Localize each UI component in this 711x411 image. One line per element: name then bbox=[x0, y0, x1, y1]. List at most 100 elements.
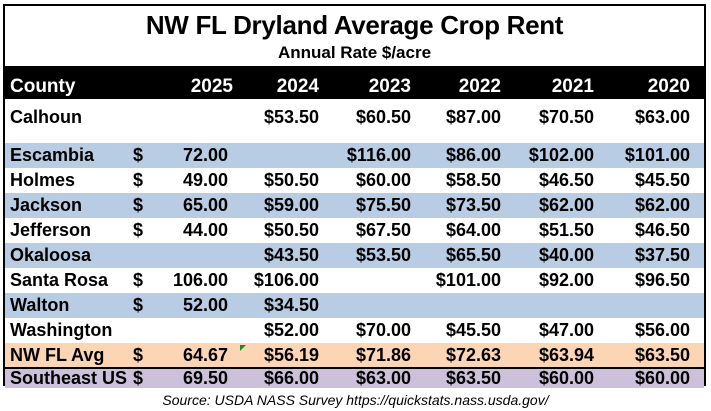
table-title: NW FL Dryland Average Crop Rent bbox=[145, 10, 564, 40]
cell-2021: $40.00 bbox=[538, 245, 594, 265]
cell-2025: $106.00 bbox=[133, 270, 228, 290]
cell-2023 bbox=[311, 293, 411, 318]
header-2020: 2020 bbox=[647, 75, 690, 97]
cell-2023: $116.00 bbox=[346, 145, 411, 165]
cell-2022: $73.50 bbox=[445, 195, 501, 215]
cell-2022: $45.50 bbox=[445, 320, 501, 340]
cell-2020: $45.50 bbox=[634, 170, 690, 190]
header-2024: 2024 bbox=[276, 75, 319, 97]
cell-2023 bbox=[311, 268, 411, 293]
county-name: Washington bbox=[10, 320, 113, 340]
table-row: Jackson $65.00 $59.00 $75.50 $73.50 $62.… bbox=[5, 193, 704, 218]
header-2023: 2023 bbox=[368, 75, 411, 97]
table-row: Washington $52.00 $70.00 $45.50 $47.00 $… bbox=[5, 318, 704, 343]
cell-2020: $46.50 bbox=[634, 220, 690, 240]
cell-2025: $69.50 bbox=[133, 368, 228, 388]
cell-2025 bbox=[133, 99, 228, 135]
cell-2022: $101.00 bbox=[435, 270, 501, 290]
cell-2024: $66.00 bbox=[263, 368, 319, 388]
cell-2021: $60.00 bbox=[538, 368, 594, 388]
cell-2021: $62.00 bbox=[538, 195, 594, 215]
cell-2020: $96.50 bbox=[634, 270, 690, 290]
cell-2021 bbox=[494, 293, 594, 318]
county-name: Southeast US bbox=[10, 368, 128, 388]
cell-2025 bbox=[133, 243, 228, 268]
cell-2023: $60.50 bbox=[355, 106, 411, 127]
comment-marker-icon bbox=[240, 345, 246, 351]
table-row: Jefferson $44.00 $50.50 $67.50 $64.00 $5… bbox=[5, 218, 704, 243]
cell-2023: $70.00 bbox=[355, 320, 411, 340]
nwfl-avg-row: NW FL Avg $64.67 $56.19 $71.86 $72.63 $6… bbox=[5, 343, 704, 368]
cell-2025: $49.00 bbox=[133, 170, 228, 190]
county-name: Okaloosa bbox=[10, 245, 92, 265]
cell-2025: $72.00 bbox=[133, 145, 228, 165]
cell-2024: $43.50 bbox=[263, 245, 319, 265]
header-county: County bbox=[10, 75, 76, 97]
table-subtitle: Annual Rate $/acre bbox=[277, 43, 432, 62]
header-2025: 2025 bbox=[190, 75, 233, 97]
source-note: Source: USDA NASS Survey https://quickst… bbox=[162, 392, 549, 408]
cell-2020: $63.00 bbox=[634, 106, 690, 127]
header-row: County 2025 2024 2023 2022 2021 2020 bbox=[5, 66, 704, 99]
cell-2021: $102.00 bbox=[528, 145, 594, 165]
cell-2023: $53.50 bbox=[355, 245, 411, 265]
cell-2021: $47.00 bbox=[538, 320, 594, 340]
cell-2020: $56.00 bbox=[634, 320, 690, 340]
cell-2023: $67.50 bbox=[355, 220, 411, 240]
cell-2021: $70.50 bbox=[538, 106, 594, 127]
cell-2023: $71.86 bbox=[355, 345, 411, 365]
cell-2025: $44.00 bbox=[133, 220, 228, 240]
cell-2022: $86.00 bbox=[445, 145, 501, 165]
cell-2022: $64.00 bbox=[445, 220, 501, 240]
county-name: Jefferson bbox=[10, 220, 92, 240]
cell-2024: $106.00 bbox=[253, 270, 319, 290]
cell-2022 bbox=[401, 293, 501, 318]
county-name: Escambia bbox=[10, 145, 95, 165]
cell-2024: $34.50 bbox=[263, 295, 319, 315]
table-row: Walton $52.00 $34.50 bbox=[5, 293, 704, 318]
cell-2024: $59.00 bbox=[263, 195, 319, 215]
cell-2025: $65.00 bbox=[133, 195, 228, 215]
cell-2021: $92.00 bbox=[538, 270, 594, 290]
cell-2023: $63.00 bbox=[355, 368, 411, 388]
cell-2022: $63.50 bbox=[445, 368, 501, 388]
cell-2020: $101.00 bbox=[624, 145, 690, 165]
header-2022: 2022 bbox=[458, 75, 501, 97]
header-2021: 2021 bbox=[551, 75, 594, 97]
county-name: Santa Rosa bbox=[10, 270, 109, 290]
cell-2021: $51.50 bbox=[538, 220, 594, 240]
cell-2020 bbox=[590, 293, 690, 318]
county-name: Walton bbox=[10, 295, 70, 315]
cell-2024: $52.00 bbox=[263, 320, 319, 340]
cell-2025: $64.67 bbox=[133, 345, 228, 365]
cell-2024: $56.19 bbox=[263, 345, 319, 365]
county-name: Calhoun bbox=[10, 106, 82, 127]
cell-2020: $37.50 bbox=[634, 245, 690, 265]
cell-2024: $50.50 bbox=[263, 170, 319, 190]
county-name: Jackson bbox=[10, 195, 83, 215]
cell-2025 bbox=[133, 318, 228, 343]
cell-2025: $52.00 bbox=[133, 295, 228, 315]
county-name: NW FL Avg bbox=[10, 345, 105, 365]
southeast-us-row: Southeast US $69.50 $66.00 $63.00 $63.50… bbox=[5, 367, 704, 388]
cell-2024: $53.50 bbox=[263, 106, 319, 127]
cell-2020: $63.50 bbox=[634, 345, 690, 365]
cell-2024: $50.50 bbox=[263, 220, 319, 240]
rent-table: NW FL Dryland Average Crop Rent Annual R… bbox=[3, 4, 706, 388]
cell-2024 bbox=[219, 143, 319, 168]
table-row: Okaloosa $43.50 $53.50 $65.50 $40.00 $37… bbox=[5, 243, 704, 268]
cell-2022: $72.63 bbox=[445, 345, 501, 365]
table-row: Santa Rosa $106.00 $106.00 $101.00 $92.0… bbox=[5, 268, 704, 293]
cell-2022: $87.00 bbox=[445, 106, 501, 127]
table-row: Escambia $72.00 $116.00 $86.00 $102.00 $… bbox=[5, 143, 704, 168]
cell-2020: $62.00 bbox=[634, 195, 690, 215]
county-name: Holmes bbox=[10, 170, 76, 190]
cell-2021: $46.50 bbox=[538, 170, 594, 190]
cell-2023: $75.50 bbox=[355, 195, 411, 215]
table-row: Calhoun $53.50 $60.50 $87.00 $70.50 $63.… bbox=[5, 99, 704, 135]
cell-2022: $58.50 bbox=[445, 170, 501, 190]
table-row: Holmes $49.00 $50.50 $60.00 $58.50 $46.5… bbox=[5, 168, 704, 193]
cell-2022: $65.50 bbox=[445, 245, 501, 265]
cell-2021: $63.94 bbox=[538, 345, 594, 365]
cell-2023: $60.00 bbox=[355, 170, 411, 190]
